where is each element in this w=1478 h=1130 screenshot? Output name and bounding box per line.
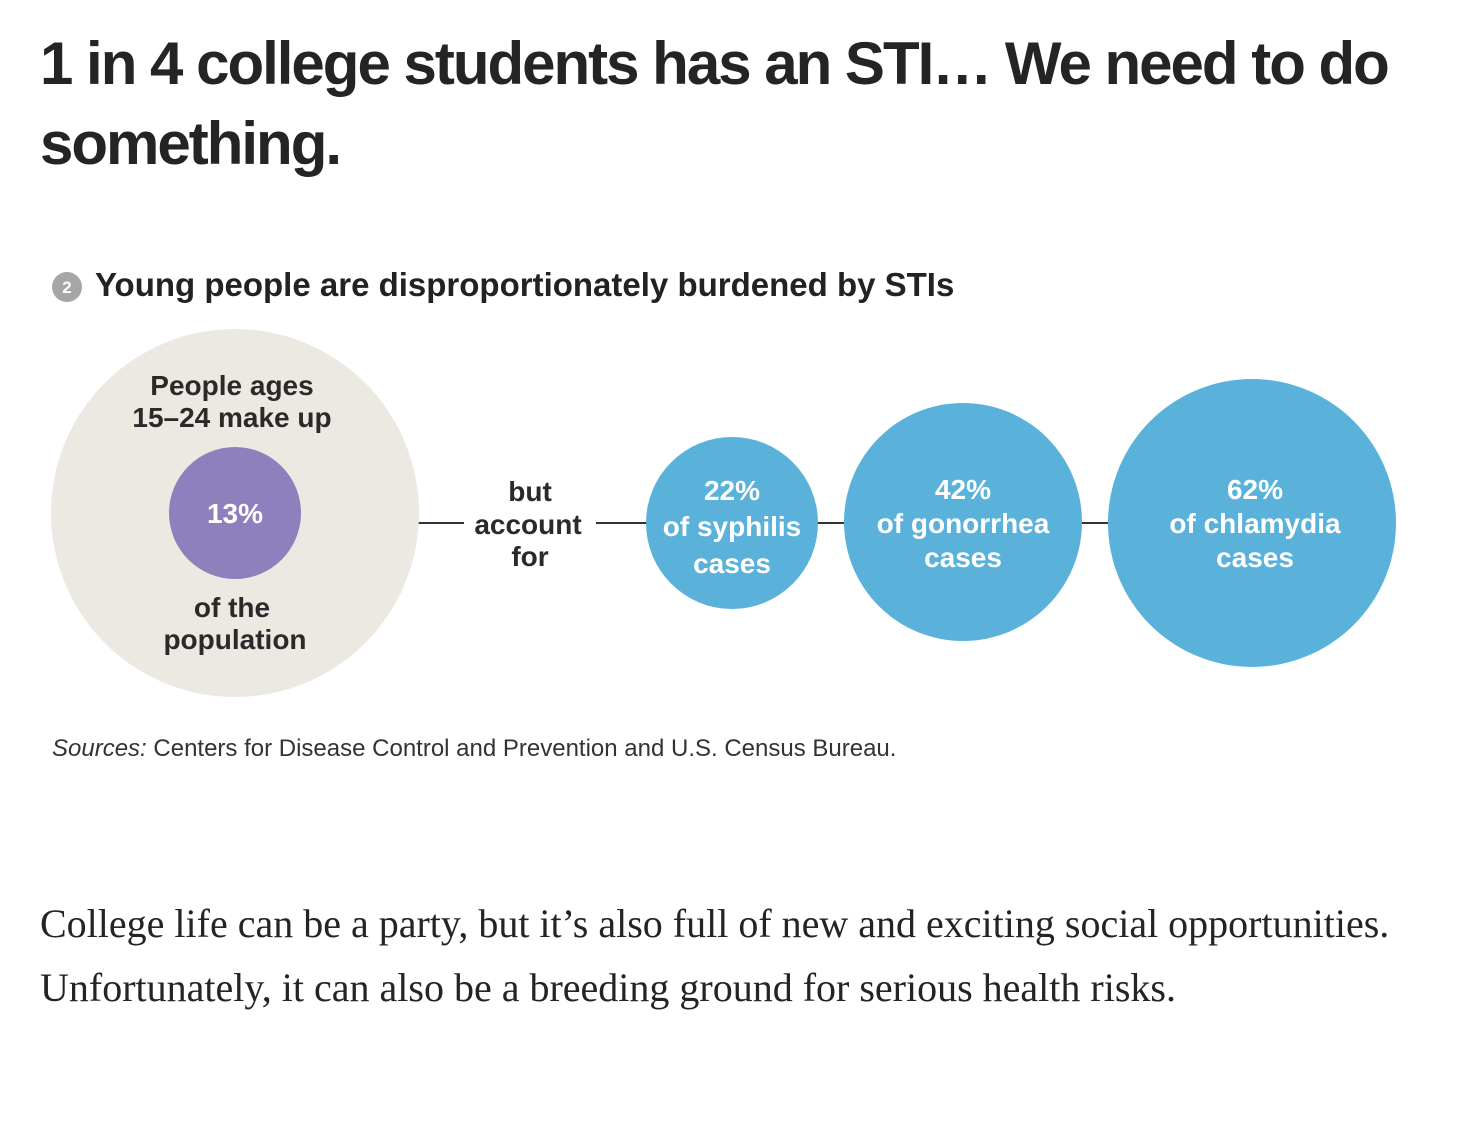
syphilis-value: 22% xyxy=(704,475,760,506)
gonorrhea-bubble xyxy=(844,403,1082,641)
population-label-line-2: 15–24 make up xyxy=(132,402,331,433)
population-label-line-1: People ages xyxy=(150,370,313,401)
chlamydia-label-line-1: of chlamydia xyxy=(1169,508,1341,539)
gonorrhea-label-line-1: of gonorrhea xyxy=(877,508,1050,539)
chlamydia-bubble xyxy=(1108,379,1396,667)
syphilis-label-line-2: cases xyxy=(693,548,771,579)
figure-title: Young people are disproportionately burd… xyxy=(95,266,954,303)
figure-sources: Sources: Centers for Disease Control and… xyxy=(52,735,896,762)
population-share-circle xyxy=(169,447,301,579)
chlamydia-label-line-2: cases xyxy=(1216,542,1294,573)
syphilis-bubble xyxy=(646,437,818,609)
connector-text-line-2: account xyxy=(474,509,581,540)
infographic-figure: 2 Young people are disproportionately bu… xyxy=(40,250,1420,790)
connector-text-line-1: but xyxy=(508,476,552,507)
article-title: 1 in 4 college students has an STI… We n… xyxy=(40,30,1390,177)
figure-number: 2 xyxy=(62,278,71,297)
article-paragraph: College life can be a party, but it’s al… xyxy=(40,901,1390,1010)
population-label-line-3: of the xyxy=(194,592,270,623)
gonorrhea-value: 42% xyxy=(935,474,991,505)
gonorrhea-label-line-2: cases xyxy=(924,542,1002,573)
syphilis-label-line-1: of syphilis xyxy=(663,511,801,542)
population-share-value: 13% xyxy=(207,498,263,529)
infographic: 2 Young people are disproportionately bu… xyxy=(51,266,1396,762)
sources-text: Centers for Disease Control and Preventi… xyxy=(147,735,897,762)
figure-number-badge xyxy=(52,272,82,302)
connector-text-line-3: for xyxy=(511,541,548,572)
chlamydia-value: 62% xyxy=(1227,474,1283,505)
sources-label: Sources: xyxy=(52,735,147,762)
population-label-line-4: population xyxy=(163,624,306,655)
